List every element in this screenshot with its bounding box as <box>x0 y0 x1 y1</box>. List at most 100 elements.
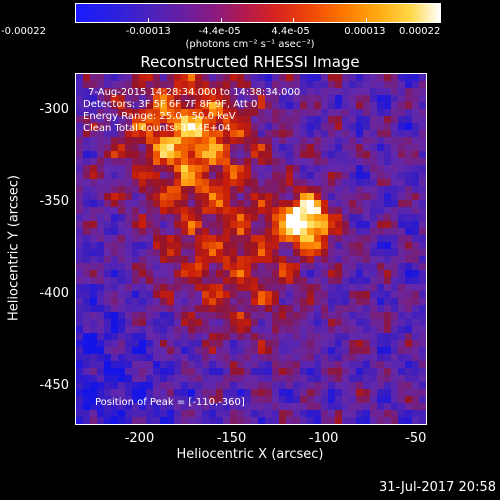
heatmap-cell <box>237 214 245 222</box>
heatmap-cell <box>83 396 91 404</box>
heatmap-cell <box>349 361 357 369</box>
heatmap-cell <box>195 340 203 348</box>
heatmap-cell <box>181 305 189 313</box>
heatmap-cell <box>391 368 399 376</box>
heatmap-cell <box>293 88 301 96</box>
heatmap-cell <box>321 312 329 320</box>
heatmap-cell <box>307 179 315 187</box>
heatmap-cell <box>258 249 266 257</box>
heatmap-cell <box>377 256 385 264</box>
x-tick-label: -50 <box>405 431 427 446</box>
heatmap-cell <box>153 375 161 383</box>
heatmap-cell <box>272 291 280 299</box>
heatmap-cell <box>391 88 399 96</box>
heatmap-cell <box>335 417 343 424</box>
heatmap-cell <box>279 361 287 369</box>
heatmap-cell <box>342 165 350 173</box>
heatmap-cell <box>405 144 413 152</box>
heatmap-cell <box>363 368 371 376</box>
heatmap-cell <box>370 123 378 131</box>
heatmap-cell <box>405 179 413 187</box>
heatmap-cell <box>202 333 210 341</box>
heatmap-cell <box>384 172 392 180</box>
heatmap-cell <box>342 361 350 369</box>
heatmap-cell <box>251 102 259 110</box>
heatmap-cell <box>153 151 161 159</box>
heatmap-cell <box>118 417 126 424</box>
heatmap-cell <box>216 74 224 82</box>
heatmap-cell <box>384 242 392 250</box>
heatmap-cell <box>167 312 175 320</box>
heatmap-cell <box>174 291 182 299</box>
heatmap-cell <box>377 368 385 376</box>
heatmap-cell <box>104 242 112 250</box>
heatmap-cell <box>363 123 371 131</box>
heatmap-cell <box>174 410 182 418</box>
heatmap-cell <box>146 214 154 222</box>
heatmap-cell <box>272 81 280 89</box>
heatmap-cell <box>209 95 217 103</box>
heatmap-cell <box>146 74 154 82</box>
heatmap-cell <box>412 305 420 313</box>
heatmap-cell <box>314 221 322 229</box>
heatmap-cell <box>349 319 357 327</box>
heatmap-cell <box>300 221 308 229</box>
heatmap-cell <box>419 249 426 257</box>
heatmap-cell <box>83 347 91 355</box>
heatmap-cell <box>307 249 315 257</box>
heatmap-cell <box>139 361 147 369</box>
heatmap-cell <box>76 214 84 222</box>
heatmap-cell <box>286 123 294 131</box>
heatmap-cell <box>83 333 91 341</box>
heatmap-cell <box>111 221 119 229</box>
heatmap-cell <box>153 88 161 96</box>
heatmap-cell <box>419 305 426 313</box>
heatmap-cell <box>279 312 287 320</box>
heatmap-cell <box>300 109 308 117</box>
heatmap-cell <box>174 396 182 404</box>
heatmap-cell <box>405 130 413 138</box>
heatmap-cell <box>118 354 126 362</box>
heatmap-cell <box>300 95 308 103</box>
heatmap-cell <box>125 249 133 257</box>
heatmap-cell <box>181 74 189 82</box>
heatmap-cell <box>174 298 182 306</box>
heatmap-cell <box>132 95 140 103</box>
heatmap-cell <box>398 172 406 180</box>
heatmap-cell <box>139 207 147 215</box>
heatmap-cell <box>223 130 231 138</box>
heatmap-cell <box>419 256 426 264</box>
heatmap-cell <box>174 214 182 222</box>
heatmap-cell <box>363 277 371 285</box>
heatmap-cell <box>251 410 259 418</box>
heatmap-cell <box>97 354 105 362</box>
heatmap-cell <box>209 396 217 404</box>
heatmap-cell <box>83 81 91 89</box>
heatmap-cell <box>342 88 350 96</box>
heatmap-cell <box>160 417 168 424</box>
heatmap-cell <box>293 354 301 362</box>
heatmap-cell <box>363 172 371 180</box>
heatmap-cell <box>286 158 294 166</box>
heatmap-cell <box>286 109 294 117</box>
heatmap-cell <box>125 410 133 418</box>
heatmap-cell <box>412 396 420 404</box>
heatmap-cell <box>363 214 371 222</box>
heatmap-cell <box>125 403 133 411</box>
heatmap-cell <box>104 214 112 222</box>
heatmap-cell <box>97 88 105 96</box>
heatmap-cell <box>356 193 364 201</box>
heatmap-cell <box>111 242 119 250</box>
heatmap-cell <box>76 312 84 320</box>
heatmap-cell <box>349 305 357 313</box>
heatmap-cell <box>209 347 217 355</box>
heatmap-cell <box>181 312 189 320</box>
heatmap-cell <box>90 193 98 201</box>
heatmap-cell <box>174 81 182 89</box>
heatmap-cell <box>223 137 231 145</box>
heatmap-cell <box>83 95 91 103</box>
heatmap-cell <box>125 333 133 341</box>
heatmap-cell <box>167 256 175 264</box>
heatmap-cell <box>90 200 98 208</box>
heatmap-cell <box>307 130 315 138</box>
